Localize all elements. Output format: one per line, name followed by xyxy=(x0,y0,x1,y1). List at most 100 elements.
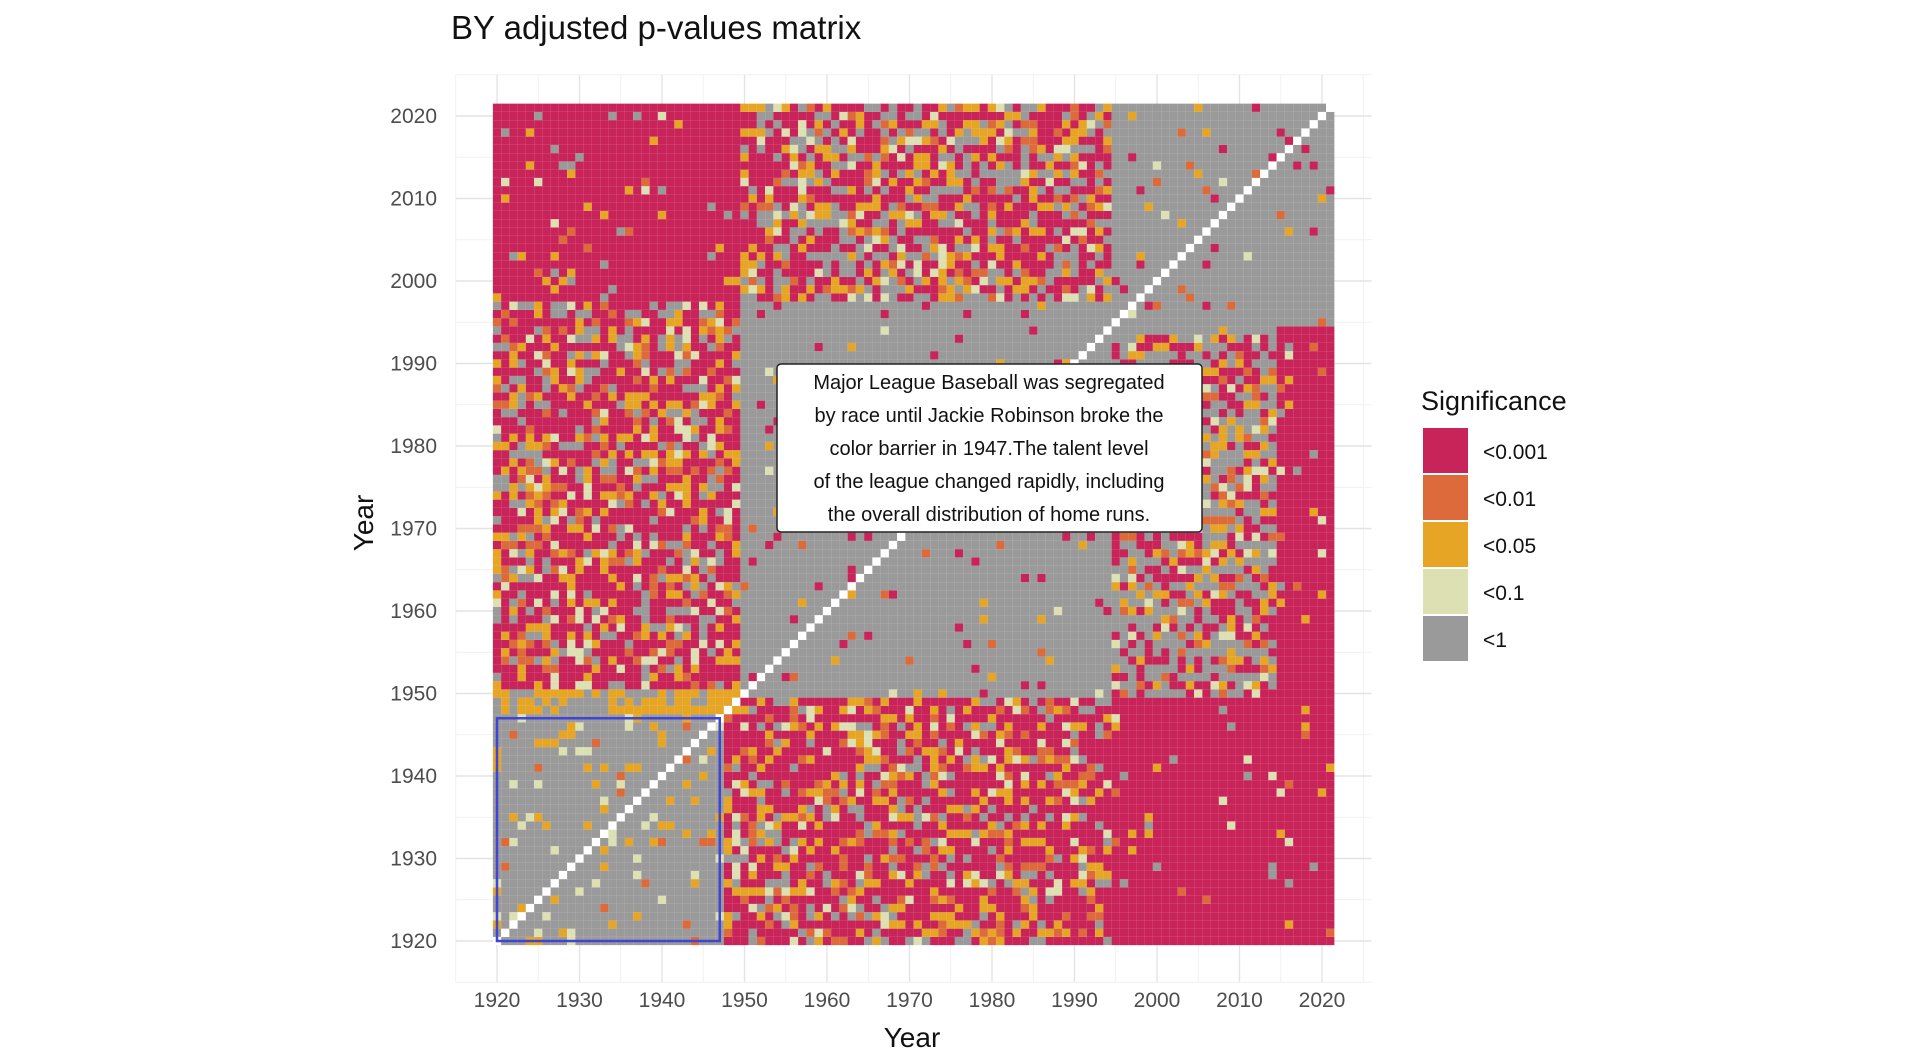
heatmap-cell xyxy=(633,705,642,715)
heatmap-cell xyxy=(723,557,733,566)
heatmap-cell xyxy=(822,293,832,302)
heatmap-cell xyxy=(756,796,766,805)
heatmap-cell xyxy=(666,615,675,624)
heatmap-cell xyxy=(781,590,790,599)
heatmap-cell xyxy=(707,268,716,277)
diagonal-cell xyxy=(864,565,873,574)
heatmap-cell xyxy=(509,747,518,756)
heatmap-cell xyxy=(542,854,551,863)
heatmap-cell xyxy=(550,738,559,748)
heatmap-cell xyxy=(542,293,551,302)
heatmap-cell xyxy=(740,796,749,805)
heatmap-cell xyxy=(707,433,716,442)
heatmap-cell xyxy=(600,903,609,913)
heatmap-cell xyxy=(723,788,733,797)
heatmap-cell xyxy=(723,375,733,385)
heatmap-cell xyxy=(756,540,766,550)
heatmap-cell xyxy=(707,186,716,195)
heatmap-cell xyxy=(839,912,848,921)
heatmap-cell xyxy=(872,615,881,624)
heatmap-cell xyxy=(888,557,898,566)
heatmap-cell xyxy=(707,301,716,310)
heatmap-cell xyxy=(517,623,526,632)
heatmap-cell xyxy=(509,153,518,162)
heatmap-cell xyxy=(723,771,733,781)
heatmap-cell xyxy=(715,656,724,665)
heatmap-cell xyxy=(558,540,568,550)
heatmap-cell xyxy=(575,796,584,805)
heatmap-cell xyxy=(756,417,766,426)
heatmap-cell xyxy=(839,771,848,781)
heatmap-cell xyxy=(814,573,823,583)
heatmap-cell xyxy=(542,161,551,170)
heatmap-cell xyxy=(649,177,658,187)
heatmap-cell xyxy=(690,722,700,731)
heatmap-cell xyxy=(682,912,691,921)
heatmap-cell xyxy=(806,573,815,583)
heatmap-cell xyxy=(525,722,535,731)
heatmap-cell xyxy=(847,268,856,277)
heatmap-cell xyxy=(492,705,502,715)
heatmap-cell xyxy=(699,136,708,145)
heatmap-cell xyxy=(517,689,526,698)
heatmap-cell xyxy=(765,524,774,533)
heatmap-cell xyxy=(855,887,865,896)
heatmap-cell xyxy=(633,227,642,236)
heatmap-cell xyxy=(781,128,790,137)
heatmap-cell xyxy=(822,705,832,715)
heatmap-cell xyxy=(666,788,675,797)
heatmap-cell xyxy=(839,202,848,211)
heatmap-cell xyxy=(600,837,609,847)
heatmap-cell xyxy=(682,623,691,632)
heatmap-cell xyxy=(641,540,650,550)
heatmap-cell xyxy=(608,169,617,178)
heatmap-cell xyxy=(550,631,559,640)
heatmap-cell xyxy=(789,606,799,616)
heatmap-cell xyxy=(649,425,658,434)
heatmap-cell xyxy=(732,912,741,921)
heatmap-cell xyxy=(600,219,609,228)
heatmap-cell xyxy=(657,656,667,665)
heatmap-cell xyxy=(715,334,724,343)
heatmap-cell xyxy=(666,458,675,467)
heatmap-cell xyxy=(600,623,609,632)
heatmap-cell xyxy=(591,219,601,228)
heatmap-cell xyxy=(517,417,526,426)
heatmap-cell xyxy=(715,384,724,393)
heatmap-cell xyxy=(517,557,526,566)
heatmap-cell xyxy=(789,334,799,343)
heatmap-cell xyxy=(591,722,601,731)
heatmap-cell xyxy=(492,656,502,665)
heatmap-cell xyxy=(674,359,683,368)
heatmap-cell xyxy=(600,474,609,484)
heatmap-cell xyxy=(699,243,708,253)
heatmap-cell xyxy=(740,681,749,690)
heatmap-cell xyxy=(789,771,799,781)
heatmap-cell xyxy=(616,243,625,253)
heatmap-cell xyxy=(872,631,881,640)
heatmap-cell xyxy=(806,656,815,665)
heatmap-cell xyxy=(649,111,658,121)
heatmap-cell xyxy=(534,301,543,310)
heatmap-cell xyxy=(822,672,832,682)
heatmap-cell xyxy=(575,227,584,236)
heatmap-cell xyxy=(773,260,782,269)
heatmap-cell xyxy=(641,829,650,838)
heatmap-cell xyxy=(756,598,766,607)
heatmap-cell xyxy=(575,738,584,748)
heatmap-cell xyxy=(558,738,568,748)
heatmap-cell xyxy=(806,318,815,327)
heatmap-cell xyxy=(715,128,724,137)
heatmap-cell xyxy=(616,408,625,418)
heatmap-cell xyxy=(501,144,510,154)
heatmap-cell xyxy=(748,483,757,492)
heatmap-cell xyxy=(756,474,766,484)
heatmap-cell xyxy=(517,111,526,121)
heatmap-cell xyxy=(600,887,609,896)
heatmap-cell xyxy=(550,161,559,170)
heatmap-cell xyxy=(649,276,658,286)
heatmap-cell xyxy=(822,177,832,187)
heatmap-cell xyxy=(888,606,898,616)
heatmap-cell xyxy=(748,202,757,211)
heatmap-cell xyxy=(855,705,865,715)
